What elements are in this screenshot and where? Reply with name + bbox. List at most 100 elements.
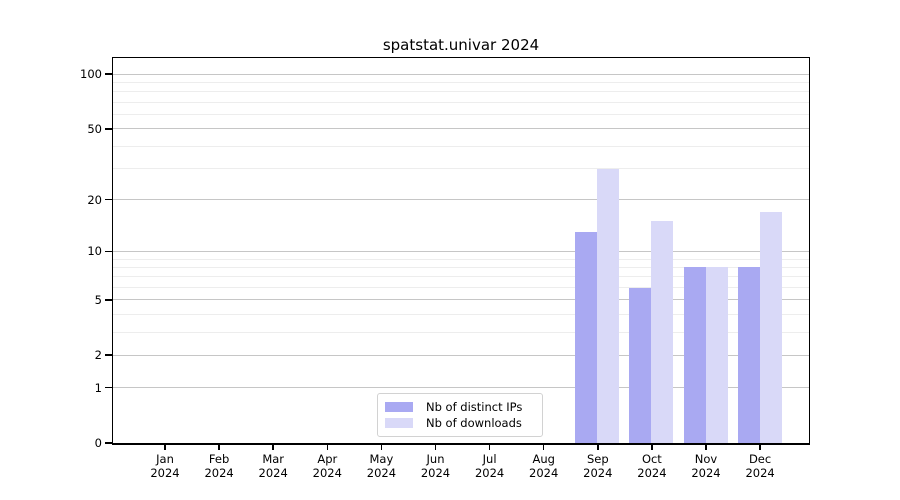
x-tick-month: Apr [317, 452, 338, 466]
y-tick-label: 1 [94, 380, 102, 395]
gridline-minor [113, 82, 809, 84]
x-tick-month: Feb [208, 452, 230, 466]
bar-downloads-oct-2024 [651, 221, 674, 443]
y-tick-label: 100 [80, 67, 102, 82]
bar-distinct-ips-nov-2024 [683, 267, 706, 443]
legend-swatch-downloads [385, 418, 413, 428]
x-tick-year: 2024 [691, 466, 721, 480]
legend-swatch-distinct-ips [385, 402, 413, 412]
x-tick-month: Oct [641, 452, 662, 466]
y-tick-mark [105, 299, 112, 301]
x-tick-month: Jul [482, 452, 497, 466]
x-tick-label: Feb 2024 [187, 452, 251, 480]
x-tick-year: 2024 [474, 466, 505, 480]
x-tick-month: Mar [262, 452, 285, 466]
x-tick-mark [434, 445, 437, 450]
x-tick-month: Dec [748, 452, 772, 466]
x-tick-mark [272, 445, 274, 450]
gridline-minor [113, 113, 809, 115]
y-tick-mark [105, 198, 112, 201]
gridline-minor [113, 91, 809, 93]
gridline-minor [113, 276, 809, 278]
x-tick-month: Sep [586, 452, 609, 466]
bar-distinct-ips-oct-2024 [629, 287, 652, 443]
legend-label-downloads: Nb of downloads [426, 416, 522, 430]
x-tick-mark [218, 445, 220, 450]
y-tick-mark [105, 442, 112, 444]
x-tick-month: Jun [426, 452, 445, 466]
x-tick-mark [380, 445, 383, 450]
bar-downloads-dec-2024 [759, 212, 782, 443]
y-tick-mark [105, 128, 112, 130]
y-tick-label: 20 [87, 192, 102, 207]
x-tick-year: 2024 [150, 466, 180, 480]
x-tick-label: May 2024 [349, 452, 413, 480]
gridline-minor [113, 266, 809, 268]
x-tick-year: 2024 [745, 466, 775, 480]
gridline-major [113, 299, 809, 301]
x-tick-mark [597, 445, 599, 450]
gridline-minor [113, 145, 809, 147]
x-tick-year: 2024 [420, 466, 451, 480]
y-tick-label: 10 [87, 244, 102, 259]
x-tick-label: Apr 2024 [295, 452, 359, 480]
chart-title: spatstat.univar 2024 [382, 36, 540, 54]
gridline-major [113, 128, 809, 130]
gridline-minor [113, 313, 809, 315]
x-tick-mark [651, 445, 653, 450]
x-tick-month: Aug [532, 452, 555, 466]
legend-item-downloads: Nb of downloads [385, 417, 542, 429]
x-tick-year: 2024 [583, 466, 613, 480]
gridline-minor [113, 287, 809, 288]
y-tick-mark [105, 354, 112, 356]
x-tick-year: 2024 [529, 466, 559, 480]
x-tick-mark [164, 445, 166, 450]
x-tick-label: Dec 2024 [728, 452, 792, 480]
x-tick-label: Nov 2024 [674, 452, 738, 480]
y-tick-label: 50 [87, 121, 102, 136]
bar-downloads-sep-2024 [597, 168, 620, 443]
y-tick-mark [105, 250, 112, 253]
x-tick-month: Nov [694, 452, 718, 466]
gridline-major [113, 73, 809, 75]
legend-label-distinct-ips: Nb of distinct IPs [426, 400, 523, 414]
x-tick-label: Aug 2024 [512, 452, 576, 480]
y-tick-label: 5 [94, 292, 102, 307]
x-tick-month: Jan [156, 452, 174, 466]
bar-distinct-ips-sep-2024 [575, 232, 598, 443]
gridline-minor [113, 101, 809, 103]
y-tick-mark [105, 73, 112, 75]
plot-area [112, 57, 810, 445]
bar-distinct-ips-dec-2024 [737, 267, 760, 443]
y-tick-label: 0 [94, 436, 102, 450]
x-tick-label: Mar 2024 [241, 452, 305, 480]
bar-downloads-nov-2024 [705, 267, 728, 443]
x-tick-year: 2024 [204, 466, 234, 480]
gridline-minor [113, 258, 809, 260]
x-tick-mark [542, 445, 545, 450]
gridline-major [113, 250, 809, 252]
x-tick-label: Oct 2024 [620, 452, 684, 480]
x-tick-label: Jun 2024 [404, 452, 468, 480]
x-tick-label: Jan 2024 [133, 452, 197, 480]
gridline-major [113, 354, 809, 356]
x-tick-mark [759, 445, 761, 450]
grid-layer [113, 58, 809, 443]
bar-layer [113, 58, 809, 443]
gridline-major [113, 199, 809, 201]
gridline-minor [113, 168, 809, 170]
x-tick-label: Jul 2024 [458, 452, 522, 480]
x-tick-mark [488, 445, 491, 450]
x-tick-year: 2024 [366, 466, 397, 480]
x-tick-year: 2024 [258, 466, 288, 480]
legend-item-distinct-ips: Nb of distinct IPs [385, 401, 542, 413]
y-tick-label: 2 [94, 348, 102, 363]
gridline-minor [113, 331, 809, 333]
y-tick-mark [105, 386, 112, 389]
gridline-major [113, 387, 809, 389]
x-tick-label: Sep 2024 [566, 452, 630, 480]
x-tick-mark [326, 445, 329, 450]
x-tick-year: 2024 [637, 466, 667, 480]
x-tick-mark [705, 445, 707, 450]
